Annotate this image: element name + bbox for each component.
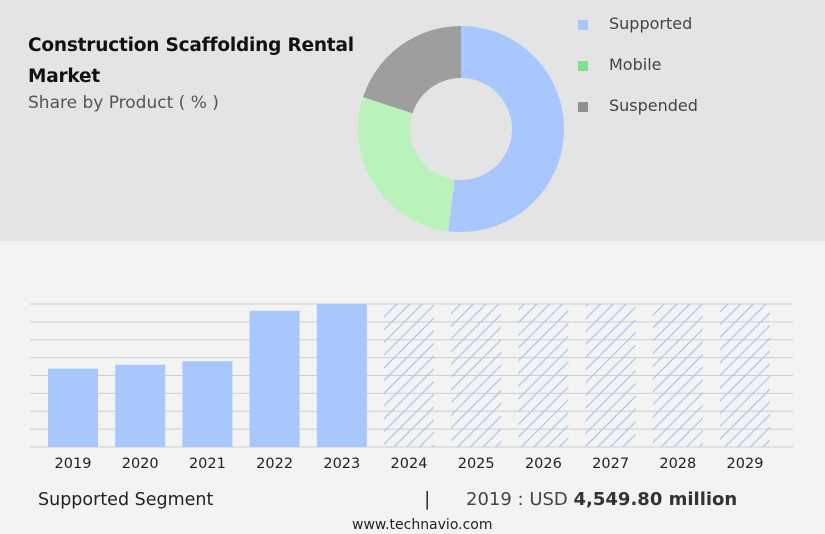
donut-chart [357,26,564,232]
x-tick-label: 2024 [391,456,428,472]
footer-separator: | [424,488,431,510]
footer-value: 2019 : USD 4,549.80 million [466,489,737,510]
chart-subtitle: Share by Product ( % ) [28,93,219,113]
donut-slice-mobile [357,97,455,232]
forecast-bar-2027 [585,304,636,447]
legend-swatch [578,61,588,71]
x-tick-label: 2029 [727,456,764,472]
chart-title: Construction Scaffolding Rental Market [28,35,354,87]
legend-swatch [578,20,588,30]
bar-2022 [249,310,300,447]
legend-label: Mobile [609,55,662,74]
footer-value-amount: 4,549.80 million [573,489,738,510]
x-tick-label: 2022 [256,456,293,472]
x-tick-label: 2025 [458,456,495,472]
legend-swatch [578,102,588,112]
x-tick-label: 2023 [323,456,360,472]
x-tick-label: 2019 [55,456,92,472]
footer-segment-label: Supported Segment [38,490,214,510]
x-tick-label: 2028 [659,456,696,472]
forecast-bar-2025 [451,304,502,447]
footer-url: www.technavio.com [352,517,493,533]
x-tick-label: 2020 [122,456,159,472]
legend-label: Supported [609,14,693,33]
forecast-bar-2026 [518,304,569,447]
donut-slice-suspended [363,26,461,114]
x-tick-label: 2027 [592,456,629,472]
forecast-bar-2028 [652,304,703,447]
bar-2023 [316,304,367,447]
forecast-bar-2024 [384,304,434,447]
x-tick-label: 2021 [189,456,226,472]
forecast-bar-2029 [720,304,770,447]
bar-2020 [115,364,166,447]
legend-label: Suspended [609,96,698,115]
donut-slice-supported [448,26,564,232]
bar-2021 [182,361,233,447]
footer-value-prefix: 2019 : USD [466,489,568,510]
bar-2019 [48,368,98,447]
x-tick-label: 2026 [525,456,562,472]
